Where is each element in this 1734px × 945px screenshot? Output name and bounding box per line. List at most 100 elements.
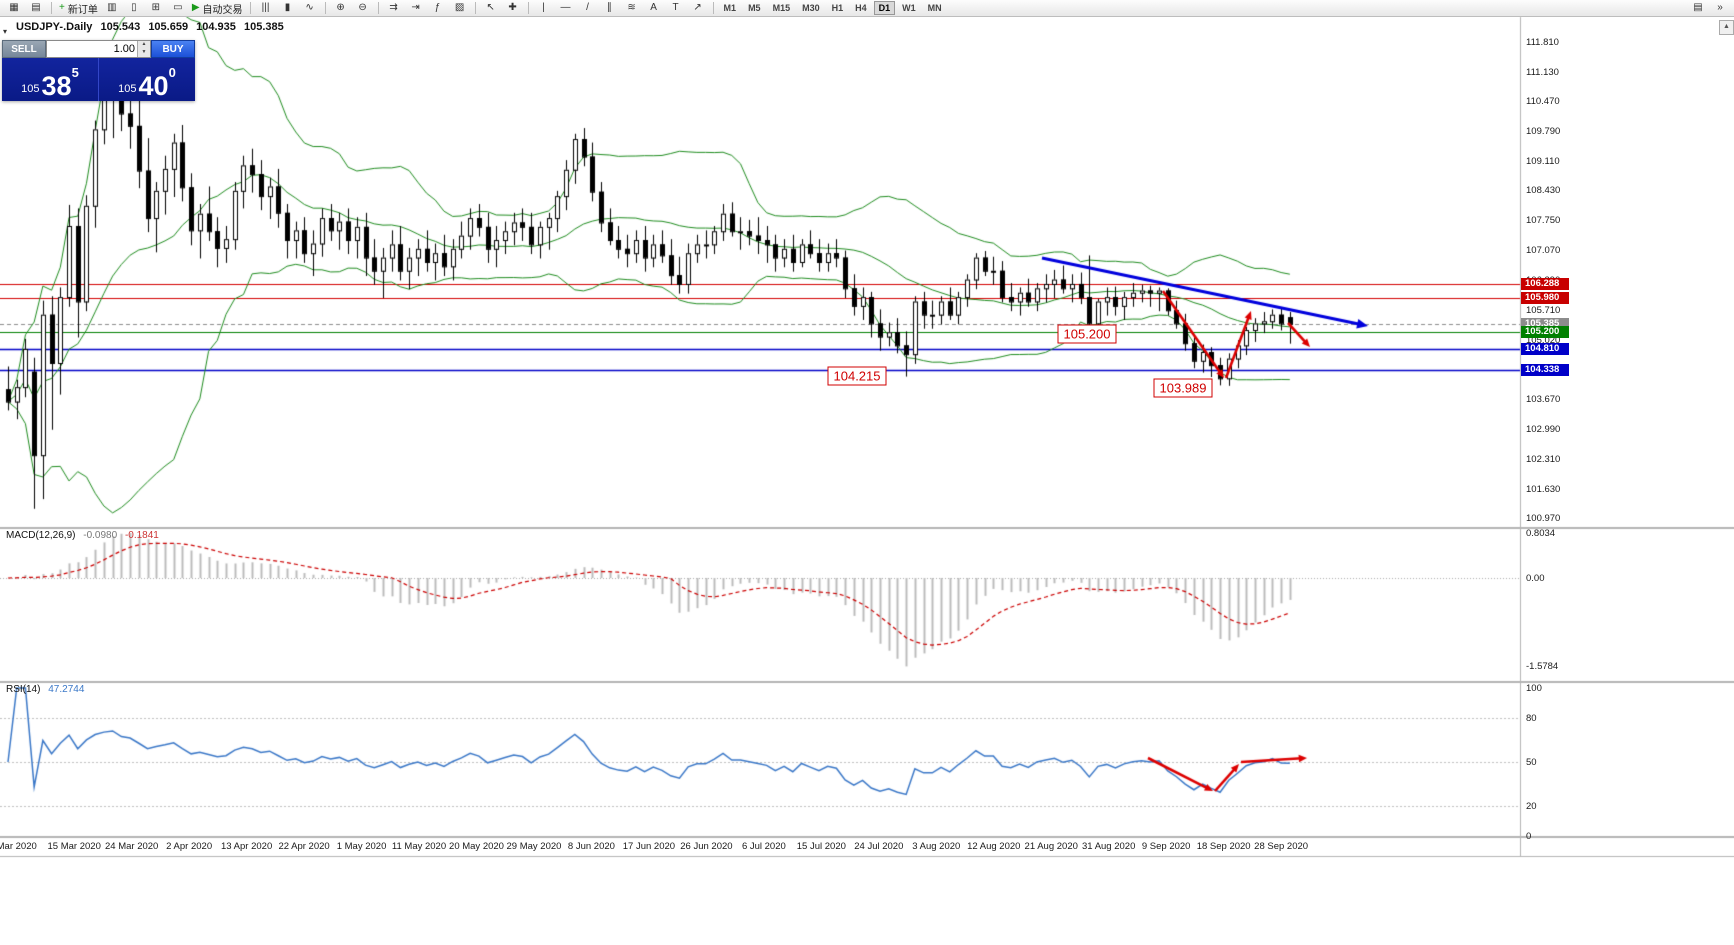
toolbar-separator (377, 2, 379, 14)
crosshair-button-icon: ✚ (508, 2, 517, 13)
window-list-button[interactable]: ▤ (1687, 0, 1709, 17)
sell-price-big: 38 (41, 71, 72, 102)
vertical-line-button-icon: | (542, 2, 545, 13)
terminal-button-icon: ▭ (173, 2, 183, 13)
vertical-line-button[interactable]: | (533, 0, 555, 17)
channel-button-icon: ∥ (607, 2, 613, 13)
new-chart-button[interactable]: ▦ (3, 0, 25, 17)
timeframe-m15-button[interactable]: M15 (772, 3, 791, 13)
toolbar-separator (249, 2, 251, 14)
zoom-out-button[interactable]: ⊖ (352, 0, 374, 17)
zoom-in-button[interactable]: ⊕ (330, 0, 352, 17)
fibonacci-button-icon: ≋ (627, 2, 636, 13)
chart-scroll-up-button[interactable]: ▲ (1719, 20, 1734, 35)
timeframe-h4-button[interactable]: H4 (855, 3, 867, 13)
label-button[interactable]: T (665, 0, 687, 17)
sell-price-prefix: 105 (21, 83, 40, 95)
bar-high: 105.659 (148, 21, 189, 33)
more-tools-button-icon: » (1717, 2, 1723, 13)
cursor-button[interactable]: ↖ (480, 0, 502, 17)
buy-button[interactable]: BUY (151, 40, 195, 58)
autotrading-button-icon: ▶ (191, 2, 200, 13)
volume-down-icon[interactable]: ▼ (138, 49, 150, 57)
profiles-button[interactable]: ▤ (25, 0, 47, 17)
buy-price-button[interactable]: 105 40 0 (99, 58, 195, 101)
timeframe-w1-button[interactable]: W1 (902, 3, 916, 13)
rsi-title: RSI(14) (6, 684, 41, 695)
toolbar-separator (527, 2, 529, 14)
toolbar-separator (324, 2, 326, 14)
bar-chart-button-icon: ||| (261, 2, 270, 13)
timeframe-m1-button[interactable]: M1 (723, 3, 737, 13)
macd-title: MACD(12,26,9) (6, 530, 76, 541)
timeframe-d1-button[interactable]: D1 (873, 1, 896, 15)
data-window-button-icon: ▯ (131, 2, 137, 13)
new-order-button-icon: + (59, 2, 65, 13)
buy-price-prefix: 105 (118, 83, 137, 95)
toolbar-separator (712, 2, 714, 14)
price-annotation-box[interactable]: 105.200 (1057, 324, 1117, 344)
line-chart-button[interactable]: ∿ (299, 0, 321, 17)
terminal-button[interactable]: ▭ (167, 0, 189, 17)
data-window-button[interactable]: ▯ (123, 0, 145, 17)
timeframe-m30-button[interactable]: M30 (802, 3, 820, 13)
chart-title: USDJPY-.Daily (16, 21, 93, 33)
new-order-button[interactable]: + 新订单 (56, 0, 101, 17)
candlestick-chart-button[interactable]: ▮ (277, 0, 299, 17)
fibonacci-button[interactable]: ≋ (621, 0, 643, 17)
volume-input[interactable] (47, 41, 137, 57)
autotrading-button[interactable]: ▶ 自动交易 (189, 0, 246, 17)
text-button[interactable]: A (643, 0, 665, 17)
profiles-button-icon: ▤ (31, 2, 41, 13)
toolbar-right-group: ▤» (1687, 0, 1731, 17)
line-chart-button-icon: ∿ (305, 2, 314, 13)
macd-indicator-label: MACD(12,26,9) -0.0980 -0.1841 (6, 530, 159, 541)
bar-close: 105.385 (243, 21, 284, 33)
templates-button[interactable]: ▨ (449, 0, 471, 17)
rsi-indicator-label: RSI(14) 47.2744 (6, 684, 84, 695)
bar-chart-button[interactable]: ||| (255, 0, 277, 17)
cursor-button-icon: ↖ (486, 2, 495, 13)
bar-open: 105.543 (100, 21, 141, 33)
navigator-button[interactable]: ⊞ (145, 0, 167, 17)
indicators-button-icon: ƒ (434, 2, 441, 13)
chart-shift-button-icon: ⇥ (411, 2, 420, 13)
sell-button[interactable]: SELL (2, 40, 46, 58)
timeframe-h1-button[interactable]: H1 (831, 3, 844, 13)
timeframe-mn-button[interactable]: MN (927, 3, 942, 13)
sell-price-button[interactable]: 105 38 5 (2, 58, 99, 101)
window-list-button-icon: ▤ (1693, 2, 1703, 13)
crosshair-button[interactable]: ✚ (502, 0, 524, 17)
trendline-button[interactable]: / (577, 0, 599, 17)
indicators-button[interactable]: ƒ (427, 0, 449, 17)
arrows-button[interactable]: ↗ (687, 0, 709, 17)
volume-up-icon[interactable]: ▲ (138, 41, 150, 49)
timeframe-m5-button[interactable]: M5 (748, 3, 761, 13)
toolbar: ▦ ▤ + 新订单 ▥ ▯ ⊞ ▭ ▶ 自动交易 ||| ▮ ∿ ⊕ ⊖ ⇉ ⇥ ƒ ▨ ↖ ✚ | — / ∥ ≋ A T ↗ M1 M5… (0, 0, 1734, 17)
market-watch-button[interactable]: ▥ (101, 0, 123, 17)
price-annotation-box[interactable]: 103.989 (1153, 378, 1213, 398)
chart-header: USDJPY-.Daily 105.543 105.659 104.935 10… (16, 21, 289, 33)
market-watch-button-icon: ▥ (107, 2, 117, 13)
chart-shift-button[interactable]: ⇥ (405, 0, 427, 17)
autotrading-button-label: 自动交易 (202, 4, 243, 16)
bar-low: 104.935 (196, 21, 236, 33)
volume-field: ▲ ▼ (46, 40, 151, 58)
one-click-trading-toggle-icon[interactable]: ▾ (3, 27, 8, 36)
toolbar-separator (51, 2, 52, 14)
volume-spinner: ▲ ▼ (137, 41, 150, 57)
arrows-button-icon: ↗ (693, 2, 702, 13)
auto-scroll-button[interactable]: ⇉ (383, 0, 405, 17)
channel-button[interactable]: ∥ (599, 0, 621, 17)
navigator-button-icon: ⊞ (151, 2, 161, 13)
templates-button-icon: ▨ (454, 2, 465, 13)
buy-price-big: 40 (138, 71, 169, 102)
horizontal-line-button[interactable]: — (555, 0, 577, 17)
price-annotation-box[interactable]: 104.215 (827, 366, 887, 386)
more-tools-button[interactable]: » (1709, 0, 1731, 17)
new-order-button-label: 新订单 (67, 4, 98, 16)
text-button-icon: A (650, 2, 657, 13)
auto-scroll-button-icon: ⇉ (389, 2, 398, 13)
